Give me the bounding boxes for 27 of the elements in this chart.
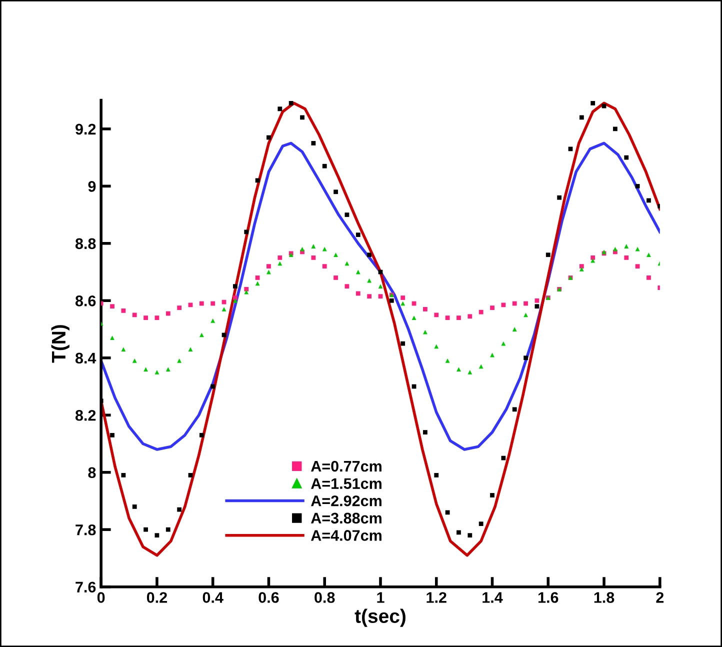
y-tick-label: 7.6 [76,582,96,593]
y-tick-label: 8.6 [75,295,96,306]
y-tick-label: 7.8 [76,524,96,536]
x-tick-label: 0.6 [258,592,279,603]
x-tick-label: 2 [656,592,664,603]
x-tick-label: 1.8 [594,592,614,603]
y-tick-label: 9 [88,181,96,192]
y-tick-label: 8.2 [75,410,96,421]
x-tick-label: 0.2 [146,592,167,603]
legend-label: A=1.51cm [311,478,382,489]
x-tick-label: 1.4 [482,592,503,603]
legend-label: A=3.88cm [311,512,382,524]
x-tick-label: 1.2 [426,592,446,603]
legend-label: A=0.77cm [311,460,382,472]
legend-label: A=4.07cm [311,530,382,541]
legend-label: A=2.92cm [311,495,382,506]
x-tick-label: 0.4 [202,592,224,603]
x-axis-title: t(sec) [354,608,406,627]
x-tick-label: 0.8 [314,592,335,603]
x-tick-label: 1 [377,592,384,603]
y-tick-label: 9.2 [76,124,96,135]
y-tick-label: 8 [88,467,96,478]
x-tick-label: 1.6 [538,592,558,603]
x-tick-label: 0 [97,592,105,603]
y-axis-title: T(N) [51,325,70,363]
y-tick-label: 8.8 [75,238,96,250]
y-tick-label: 8.4 [75,352,96,364]
